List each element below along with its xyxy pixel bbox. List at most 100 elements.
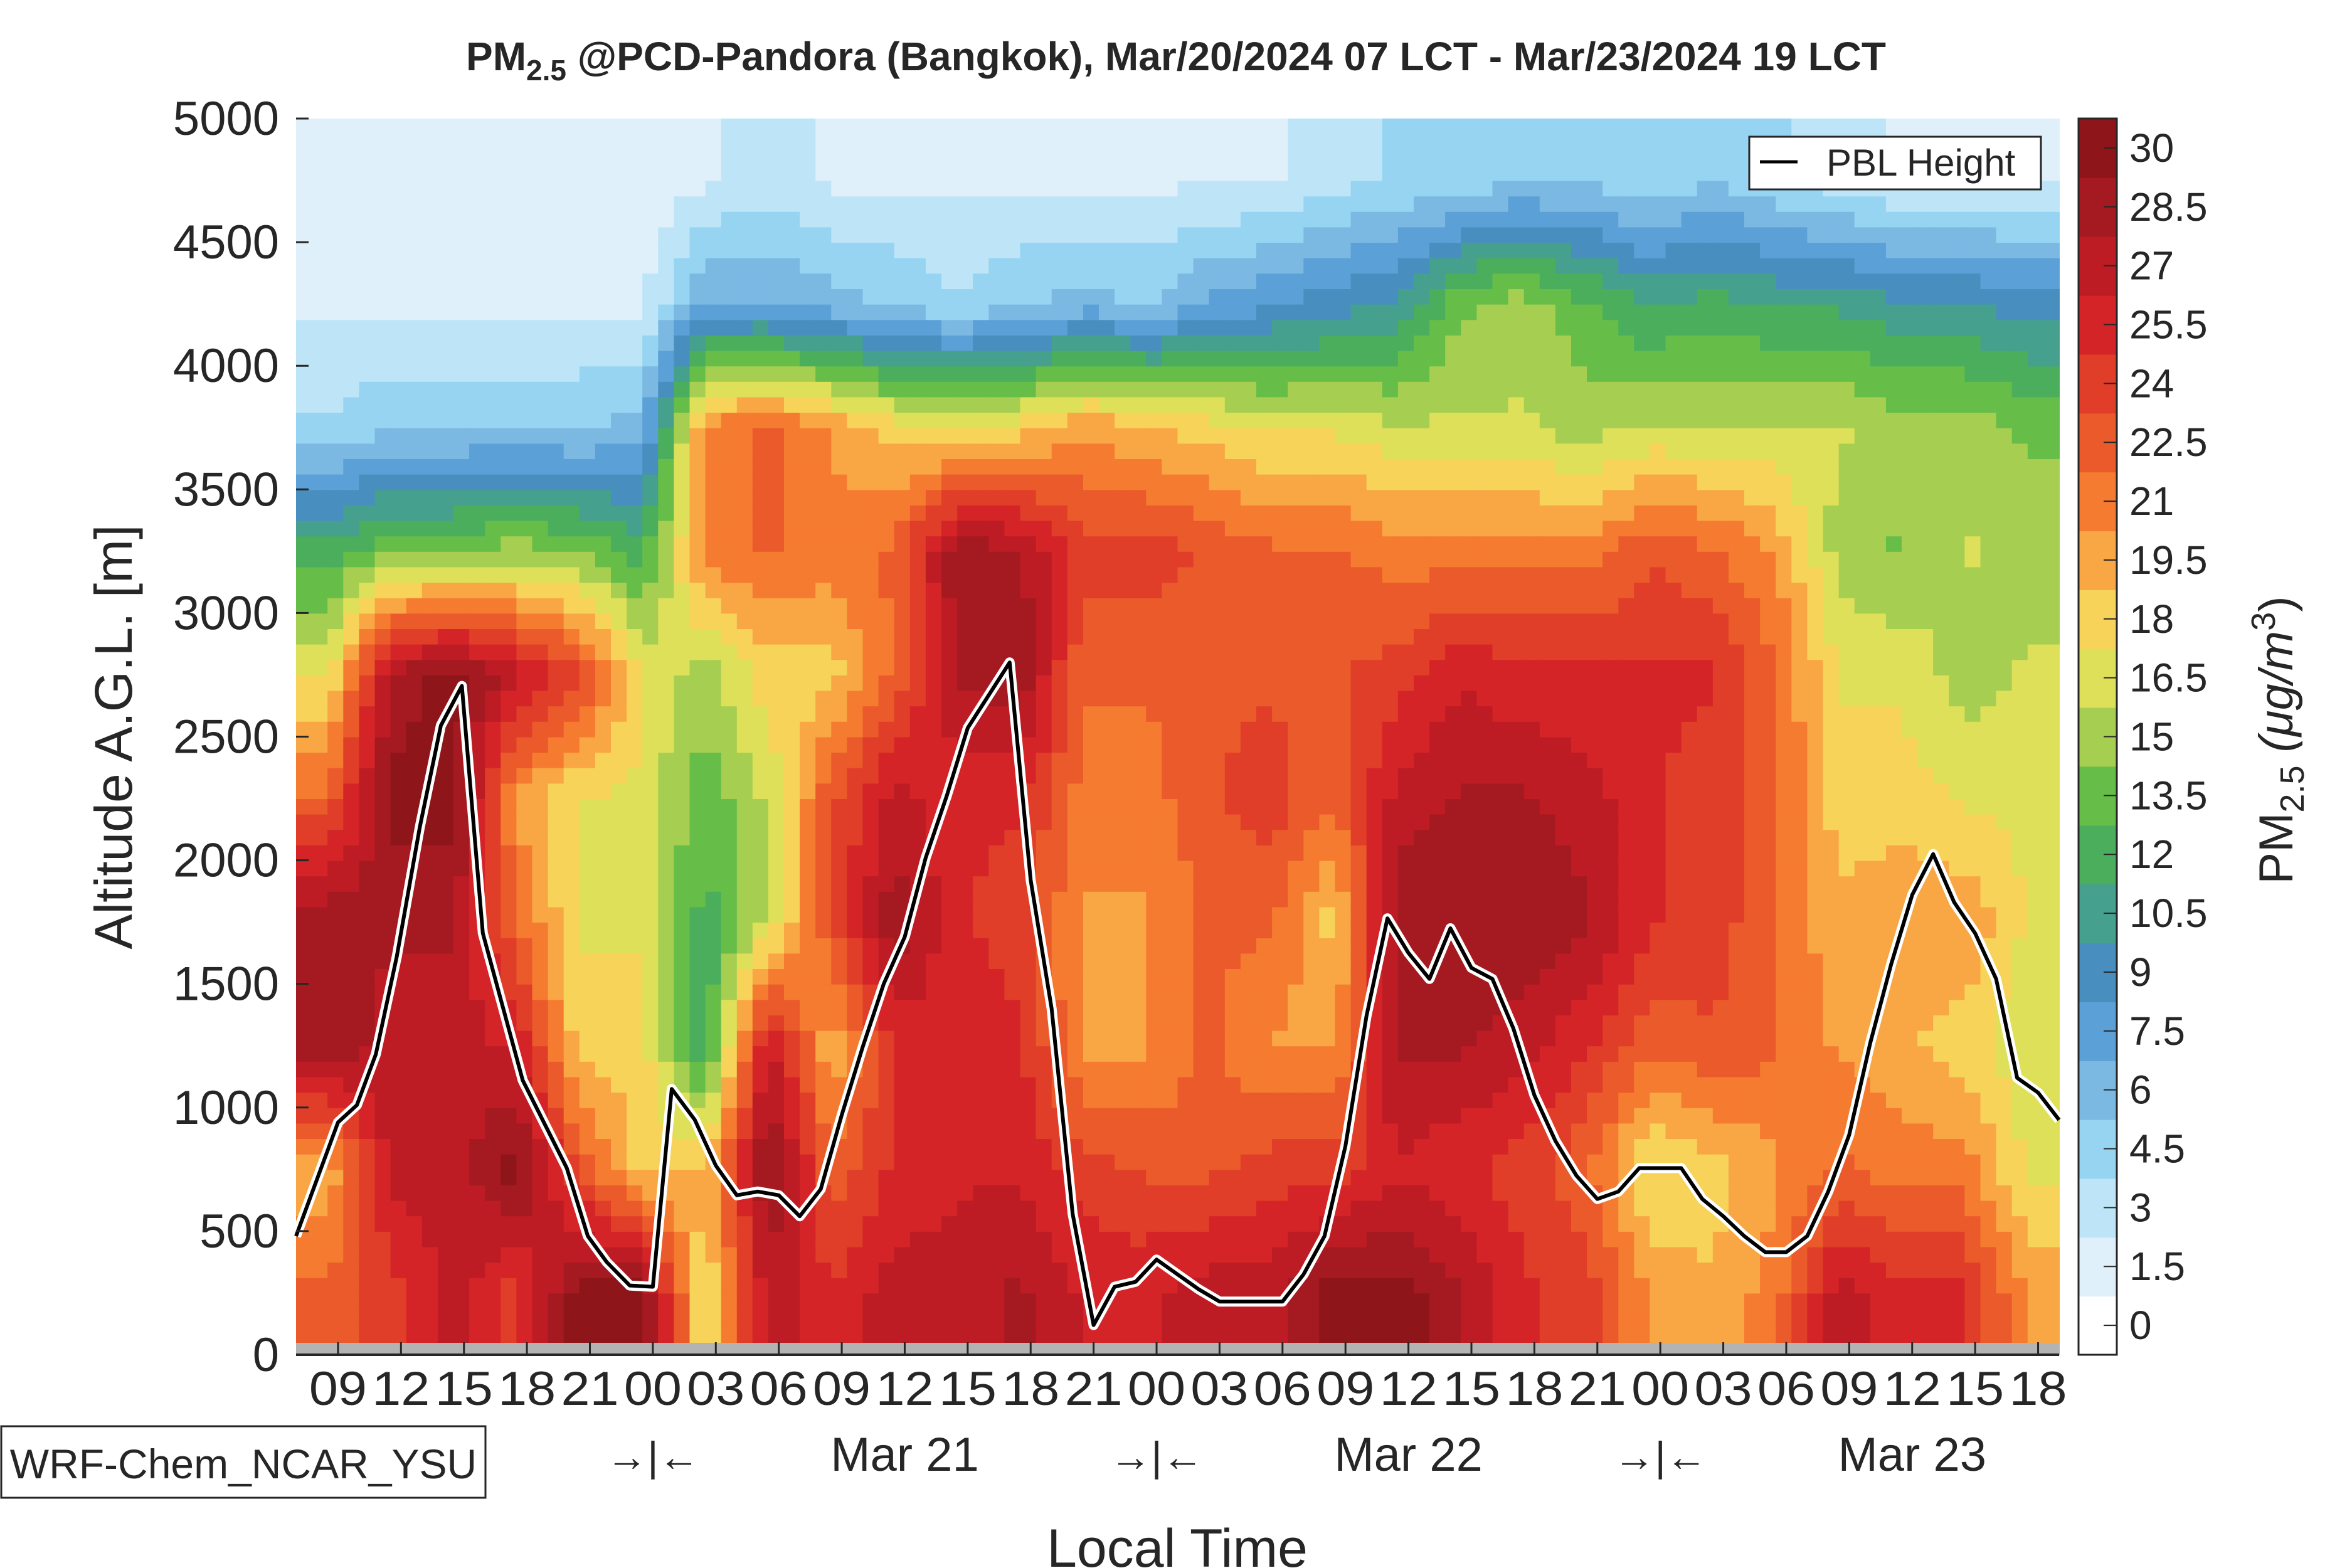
- contour-cell: [988, 876, 1005, 892]
- contour-cell: [674, 597, 691, 614]
- contour-cell: [485, 1216, 502, 1232]
- contour-cell: [312, 891, 329, 908]
- contour-cell: [312, 582, 329, 598]
- contour-cell: [1083, 427, 1099, 444]
- contour-cell: [421, 876, 438, 892]
- contour-cell: [359, 1107, 376, 1124]
- contour-cell: [312, 289, 329, 305]
- contour-cell: [973, 767, 990, 784]
- contour-cell: [1177, 813, 1194, 830]
- contour-cell: [1099, 706, 1116, 722]
- contour-cell: [1099, 829, 1116, 845]
- contour-cell: [548, 1308, 564, 1325]
- contour-cell: [1115, 474, 1131, 490]
- contour-cell: [736, 1107, 753, 1124]
- contour-cell: [815, 1076, 832, 1093]
- contour-cell: [469, 1308, 486, 1325]
- contour-cell: [296, 644, 313, 660]
- contour-cell: [925, 1046, 942, 1062]
- contour-cell: [421, 226, 438, 243]
- contour-cell: [847, 1200, 864, 1217]
- contour-cell: [736, 860, 753, 877]
- contour-cell: [1099, 1076, 1116, 1093]
- contour-cell: [800, 520, 817, 537]
- contour-cell: [768, 1323, 785, 1340]
- contour-cell: [1177, 1323, 1194, 1340]
- contour-cell: [312, 458, 329, 475]
- contour-cell: [705, 659, 722, 675]
- contour-cell: [296, 690, 313, 707]
- contour-cell: [595, 597, 612, 614]
- contour-cell: [406, 1308, 423, 1325]
- contour-cell: [674, 845, 691, 861]
- contour-cell: [501, 582, 517, 598]
- contour-cell: [296, 412, 313, 428]
- contour-cell: [1256, 1123, 1273, 1139]
- contour-cell: [1115, 1015, 1131, 1031]
- contour-cell: [1020, 1046, 1037, 1062]
- contour-cell: [1115, 1030, 1131, 1047]
- contour-cell: [359, 180, 376, 197]
- contour-cell: [390, 304, 407, 320]
- contour-cell: [642, 489, 659, 506]
- contour-cell: [862, 412, 879, 428]
- contour-cell: [421, 922, 438, 938]
- contour-cell: [627, 551, 644, 568]
- contour-cell: [736, 257, 753, 274]
- contour-cell: [343, 196, 360, 212]
- contour-cell: [768, 289, 785, 305]
- contour-cell: [784, 196, 801, 212]
- contour-cell: [1067, 906, 1084, 923]
- contour-cell: [296, 489, 313, 506]
- contour-cell: [469, 968, 486, 985]
- contour-cell: [532, 396, 549, 413]
- contour-cell: [579, 226, 596, 243]
- contour-cell: [374, 196, 391, 212]
- contour-cell: [406, 1046, 423, 1062]
- contour-cell: [925, 1153, 942, 1170]
- contour-cell: [532, 752, 549, 768]
- contour-cell: [1099, 366, 1116, 382]
- contour-cell: [421, 1138, 438, 1155]
- contour-cell: [705, 1076, 722, 1093]
- contour-cell: [1209, 674, 1226, 691]
- contour-cell: [563, 813, 580, 830]
- contour-cell: [611, 999, 628, 1015]
- contour-cell: [674, 1153, 691, 1170]
- contour-cell: [894, 257, 911, 274]
- contour-cell: [925, 134, 942, 151]
- contour-cell: [421, 396, 438, 413]
- contour-cell: [343, 690, 360, 707]
- contour-cell: [390, 1231, 407, 1248]
- contour-cell: [1177, 752, 1194, 768]
- contour-cell: [800, 504, 817, 521]
- contour-cell: [627, 1293, 644, 1309]
- contour-cell: [1146, 489, 1163, 506]
- contour-cell: [988, 937, 1005, 954]
- contour-cell: [973, 443, 990, 459]
- contour-cell: [815, 906, 832, 923]
- contour-cell: [1162, 1061, 1179, 1078]
- contour-cell: [784, 674, 801, 691]
- contour-cell: [1256, 674, 1273, 691]
- contour-cell: [1083, 613, 1099, 629]
- contour-cell: [1004, 829, 1021, 845]
- contour-cell: [988, 242, 1005, 258]
- contour-cell: [453, 211, 470, 228]
- contour-cell: [1067, 1323, 1084, 1340]
- contour-cell: [1162, 474, 1179, 490]
- contour-cell: [359, 366, 376, 382]
- contour-cell: [674, 999, 691, 1015]
- contour-cell: [1020, 334, 1037, 351]
- contour-cell: [800, 427, 817, 444]
- contour-cell: [548, 334, 564, 351]
- contour-cell: [721, 566, 738, 583]
- contour-cell: [1036, 1107, 1052, 1124]
- contour-cell: [925, 1123, 942, 1139]
- contour-cell: [548, 937, 564, 954]
- contour-cell: [957, 334, 974, 351]
- contour-cell: [327, 906, 344, 923]
- contour-cell: [784, 1169, 801, 1185]
- contour-cell: [1036, 644, 1052, 660]
- contour-cell: [1256, 334, 1273, 351]
